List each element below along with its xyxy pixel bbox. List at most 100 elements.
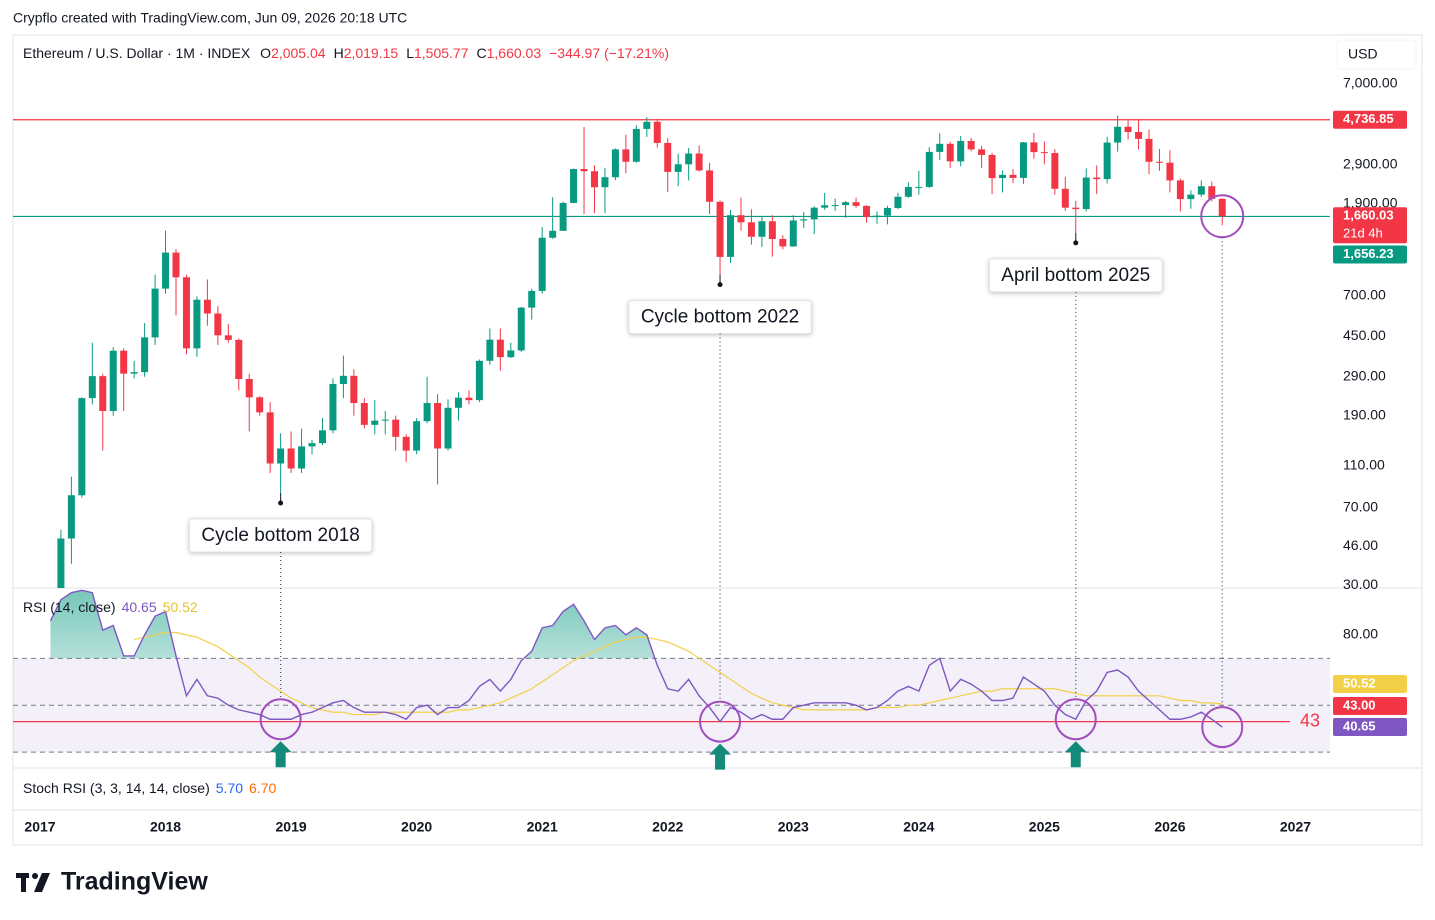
candle-body xyxy=(224,335,232,340)
candle-body xyxy=(664,142,672,172)
candle-body xyxy=(632,128,640,162)
note-dot xyxy=(278,500,284,506)
candle-body xyxy=(590,171,598,188)
last-price-tag: 1,660.03 xyxy=(1343,208,1394,223)
candle-body xyxy=(277,448,285,464)
candle-body xyxy=(1019,142,1027,178)
note-dot xyxy=(1073,240,1079,246)
rsi-legend-value: 50.52 xyxy=(163,599,198,615)
candle-body xyxy=(810,207,818,220)
candle-body xyxy=(643,121,651,129)
rsi-legend-value: 40.65 xyxy=(122,599,157,615)
legend-value: 1,505.77 xyxy=(414,45,469,61)
candle-body xyxy=(1040,152,1048,154)
candle-body xyxy=(915,186,923,188)
note-label: Cycle bottom 2022 xyxy=(641,307,799,328)
up-arrow xyxy=(1064,741,1087,768)
candle-body xyxy=(1114,126,1122,143)
price-line-tag: 1,656.23 xyxy=(1343,246,1394,261)
legend-change: −344.97 (−17.21%) xyxy=(549,45,669,61)
note-dot xyxy=(717,282,723,288)
rsi-tag: 40.65 xyxy=(1343,718,1376,733)
x-tick-label: 2027 xyxy=(1280,819,1311,835)
candle-body xyxy=(727,215,735,257)
y-tick-label: 46.00 xyxy=(1343,537,1378,553)
candle-body xyxy=(967,140,975,150)
candle-body xyxy=(172,252,180,278)
candle-body xyxy=(622,149,630,162)
candle-body xyxy=(423,403,431,422)
rsi-line xyxy=(49,589,1223,728)
y-tick-label: 110.00 xyxy=(1343,457,1385,473)
candle-body xyxy=(287,448,295,469)
rsi-highlight xyxy=(699,700,742,743)
candle-body xyxy=(141,337,149,373)
candle-body xyxy=(1166,162,1174,181)
legend-value: 2,005.04 xyxy=(271,45,326,61)
candle-body xyxy=(99,376,107,411)
candle-body xyxy=(78,398,86,496)
chart-frame xyxy=(12,34,1423,846)
price-line-tag: 4,736.85 xyxy=(1343,111,1394,126)
candle-body xyxy=(266,412,274,464)
candle-body xyxy=(538,237,546,291)
x-tick-label: 2022 xyxy=(652,819,683,835)
candle-body xyxy=(936,143,944,152)
candle-body xyxy=(413,421,421,451)
candle-body xyxy=(904,186,912,197)
x-tick-label: 2017 xyxy=(24,819,55,835)
candle-body xyxy=(831,205,839,207)
x-tick-label: 2026 xyxy=(1154,819,1185,835)
y-tick-label: 80.00 xyxy=(1343,626,1378,642)
candle-body xyxy=(350,375,358,404)
stoch-legend-value: 6.70 xyxy=(249,780,276,796)
candle-body xyxy=(444,407,452,449)
legend-key: L xyxy=(406,45,414,61)
stoch-legend-value: 5.70 xyxy=(216,780,243,796)
legend-value: 2,019.15 xyxy=(344,45,399,61)
candle-body xyxy=(57,538,65,588)
candle-body xyxy=(1135,132,1143,139)
legend-value: 1,660.03 xyxy=(487,45,542,61)
overbought-fill xyxy=(50,590,1223,659)
candle-body xyxy=(193,299,201,349)
price-pane xyxy=(13,115,1330,588)
stoch-legend: Stoch RSI (3, 3, 14, 14, close) 5.70 6.70 xyxy=(23,780,276,796)
candle-body xyxy=(245,379,253,398)
candle-body xyxy=(580,169,588,172)
level-tag-bg xyxy=(1333,697,1407,715)
candle-body xyxy=(360,403,368,425)
candle-body xyxy=(109,350,117,411)
candle-body xyxy=(120,350,128,374)
candle-body xyxy=(978,149,986,155)
candle-body xyxy=(988,154,996,179)
candle-body xyxy=(1103,142,1111,180)
candle-body xyxy=(737,215,745,223)
candle-body xyxy=(768,221,776,240)
y-tick-label: 290.00 xyxy=(1343,367,1386,383)
candle-body xyxy=(1093,177,1101,180)
y-tick-label: 450.00 xyxy=(1343,327,1386,343)
candle-body xyxy=(1155,161,1163,163)
rsi-tag-bg xyxy=(1333,718,1407,736)
note-label: April bottom 2025 xyxy=(1001,265,1150,286)
legend-key: O xyxy=(260,45,271,61)
candle-body xyxy=(392,419,400,437)
candle-body xyxy=(88,376,96,399)
x-tick-label: 2023 xyxy=(778,819,809,835)
candle-body xyxy=(1218,198,1226,217)
stoch-title: Stoch RSI (3, 3, 14, 14, close) xyxy=(23,780,210,796)
x-tick-label: 2024 xyxy=(903,819,934,835)
y-tick-label: 70.00 xyxy=(1343,498,1378,514)
candle-body xyxy=(1030,142,1038,153)
candle-body xyxy=(842,202,850,206)
candle-body xyxy=(852,202,860,206)
candle-body xyxy=(758,221,766,237)
candle-body xyxy=(695,153,703,171)
currency[interactable]: USD xyxy=(1348,46,1378,62)
candle-body xyxy=(999,174,1007,179)
legend: Ethereum / U.S. Dollar · 1M · INDEX O2,00… xyxy=(23,45,669,61)
candle-body xyxy=(706,170,714,202)
x-tick-label: 2018 xyxy=(150,819,181,835)
currency-box[interactable] xyxy=(1336,39,1417,70)
